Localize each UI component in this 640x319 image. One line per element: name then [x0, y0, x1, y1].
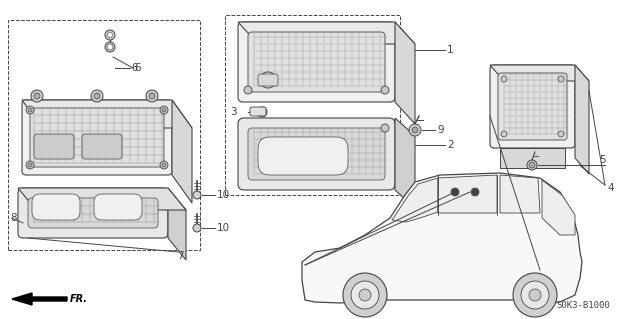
Circle shape — [359, 289, 371, 301]
Circle shape — [558, 76, 564, 82]
FancyBboxPatch shape — [238, 22, 395, 102]
Circle shape — [501, 76, 507, 82]
Text: 4: 4 — [607, 183, 614, 193]
FancyBboxPatch shape — [258, 74, 278, 86]
Circle shape — [160, 161, 168, 169]
Polygon shape — [392, 178, 438, 222]
Text: 1: 1 — [447, 45, 454, 55]
Circle shape — [106, 31, 114, 39]
Circle shape — [26, 161, 34, 169]
Polygon shape — [238, 22, 415, 44]
FancyBboxPatch shape — [82, 134, 122, 159]
Polygon shape — [395, 118, 415, 208]
FancyBboxPatch shape — [250, 107, 266, 116]
Circle shape — [91, 90, 103, 102]
Circle shape — [244, 86, 252, 94]
Text: 10: 10 — [217, 223, 230, 233]
Circle shape — [529, 289, 541, 301]
Text: 2: 2 — [447, 140, 454, 150]
Text: 9: 9 — [437, 125, 444, 135]
Polygon shape — [500, 148, 565, 168]
Circle shape — [160, 106, 168, 114]
Circle shape — [558, 131, 564, 137]
Circle shape — [521, 281, 549, 309]
Polygon shape — [18, 188, 186, 210]
Circle shape — [257, 107, 267, 117]
Circle shape — [381, 86, 389, 94]
Circle shape — [162, 163, 166, 167]
Circle shape — [105, 30, 115, 40]
FancyBboxPatch shape — [34, 134, 74, 159]
FancyBboxPatch shape — [32, 194, 80, 220]
Text: 6: 6 — [134, 63, 141, 73]
Circle shape — [471, 188, 479, 196]
Text: 6: 6 — [131, 63, 137, 73]
Polygon shape — [12, 293, 67, 305]
Circle shape — [501, 131, 507, 137]
Circle shape — [28, 108, 32, 112]
Bar — [8, 20, 200, 250]
FancyBboxPatch shape — [248, 32, 385, 92]
Text: 5: 5 — [599, 155, 605, 165]
Polygon shape — [168, 188, 186, 260]
Text: S0K3-B1000: S0K3-B1000 — [556, 301, 610, 310]
Polygon shape — [575, 65, 589, 174]
Circle shape — [107, 44, 113, 50]
Circle shape — [26, 106, 34, 114]
FancyBboxPatch shape — [30, 108, 164, 167]
Circle shape — [381, 124, 389, 132]
FancyBboxPatch shape — [258, 137, 348, 175]
Circle shape — [351, 281, 379, 309]
Circle shape — [34, 93, 40, 99]
Circle shape — [28, 163, 32, 167]
Circle shape — [412, 127, 418, 133]
Circle shape — [94, 93, 100, 99]
Circle shape — [513, 273, 557, 317]
Polygon shape — [302, 173, 582, 303]
Polygon shape — [395, 22, 415, 124]
Text: 10: 10 — [217, 190, 230, 200]
Text: 7: 7 — [177, 251, 184, 261]
Text: 8: 8 — [10, 213, 17, 223]
Circle shape — [527, 160, 537, 170]
Circle shape — [451, 188, 459, 196]
Circle shape — [193, 191, 201, 199]
Circle shape — [162, 108, 166, 112]
Circle shape — [31, 90, 43, 102]
FancyBboxPatch shape — [248, 128, 385, 180]
Bar — [225, 15, 400, 195]
Polygon shape — [500, 175, 540, 213]
Polygon shape — [490, 65, 589, 81]
Text: 3: 3 — [230, 107, 237, 117]
Polygon shape — [172, 100, 192, 203]
FancyBboxPatch shape — [22, 100, 172, 175]
Circle shape — [260, 72, 276, 88]
Circle shape — [146, 90, 158, 102]
FancyBboxPatch shape — [28, 198, 158, 228]
Text: FR.: FR. — [70, 294, 88, 304]
FancyBboxPatch shape — [94, 194, 142, 220]
FancyBboxPatch shape — [498, 73, 567, 140]
Polygon shape — [22, 100, 192, 128]
Polygon shape — [438, 175, 497, 213]
Circle shape — [105, 42, 115, 52]
FancyBboxPatch shape — [238, 118, 395, 190]
Circle shape — [149, 93, 155, 99]
Circle shape — [409, 124, 421, 136]
Polygon shape — [542, 180, 575, 235]
Circle shape — [108, 33, 113, 38]
Circle shape — [343, 273, 387, 317]
FancyBboxPatch shape — [18, 188, 168, 238]
FancyBboxPatch shape — [490, 65, 575, 148]
Circle shape — [529, 162, 535, 168]
Circle shape — [193, 224, 201, 232]
